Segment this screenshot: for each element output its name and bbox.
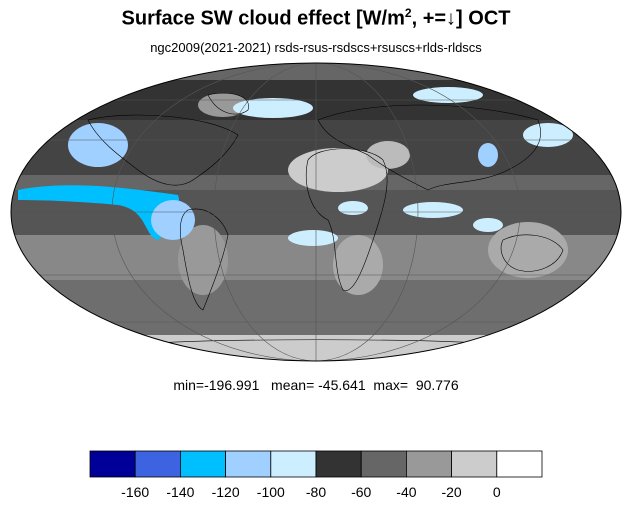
colorbar-swatch-5 [315,450,362,478]
colorbar-swatch-8 [451,450,498,478]
map-region-east-asia [478,143,498,167]
colorbar-swatch-4 [270,450,317,478]
colorbar-tick-label: -100 [257,484,285,500]
title-text-prefix: Surface SW cloud effect [W/m [121,7,405,30]
colorbar-swatch-3 [225,450,272,478]
world-map [10,62,622,362]
colorbar-tick-label: -60 [351,484,371,500]
colorbar-tick-label: -140 [166,484,194,500]
colorbar-tick-label: 0 [493,484,501,500]
coastline-africa [305,148,388,291]
colorbar-tick-label: -80 [306,484,326,500]
map-region-north-atlantic [68,123,128,167]
title-text-suffix: , +=↓] OCT [411,7,511,30]
colorbar-tick-label: -40 [396,484,416,500]
coastline-australia [500,234,564,272]
coastline-south-america [179,208,229,311]
map-region-peru-stratocumulus [151,200,195,240]
stat-min-value: -196.991 [204,377,260,393]
colorbar-tick-label: -120 [212,484,240,500]
stat-min-label: min= [173,377,205,393]
map-region-arabia [366,141,410,169]
map-region-north-pacific [523,123,573,147]
stat-max-label: max= [373,377,409,393]
stat-max-value: 90.776 [415,377,459,393]
map-outline [10,62,622,362]
colorbar-swatch-1 [134,450,181,478]
map-region-australia [488,222,568,278]
colorbar-swatch-7 [405,450,452,478]
coastline-greenland [207,92,249,115]
colorbar-swatch-0 [89,450,136,478]
map-region-barents [413,87,483,103]
figure-subtitle: ngc2009(2021-2021) rsds-rsus-rsdscs+rsus… [150,40,482,55]
map-region-indian-ocean [288,230,338,246]
stats-line: min=-196.991 mean= -45.641 max= 90.776 [0,377,632,393]
stat-mean-label: mean= [271,377,315,393]
figure-title: Surface SW cloud effect [W/m2, +=↓] OCT [0,6,632,31]
colorbar-swatch-6 [360,450,407,478]
colorbar-tick-label: -160 [121,484,149,500]
colorbar-swatch-2 [179,450,226,478]
map-region-bay-of-bengal [403,202,463,218]
stat-mean-value: -45.641 [318,377,366,393]
map-region-west-pacific [473,218,503,232]
colorbar: -160 -140 -120 -100 -80 -60 -40 -20 0 [89,450,543,500]
map-region-arctic-ocean [233,98,313,118]
graticule-meridian-120 [111,63,521,361]
map-region-atlantic-stratus [338,201,368,215]
graticule-meridian-60 [213,63,419,361]
coastline-eurasia [317,104,541,191]
coastline-north-america [87,114,239,186]
colorbar-tick-label: -20 [441,484,461,500]
map-region-sahara [288,148,388,192]
title-superscript: 2 [404,6,412,20]
colorbar-swatch-9 [496,450,543,478]
map-region-south-africa [333,235,383,295]
map-region-pacific-stratocumulus [18,185,180,240]
